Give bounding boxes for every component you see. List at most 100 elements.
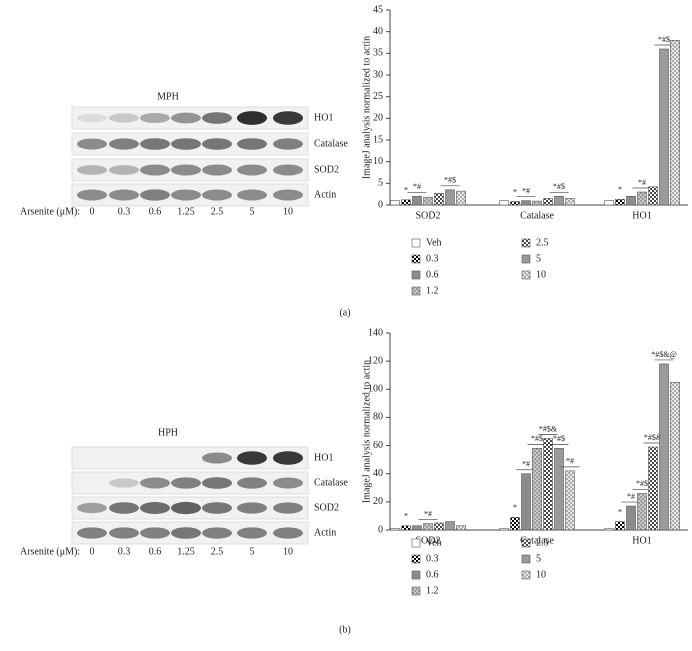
bar xyxy=(510,517,520,531)
blot-band xyxy=(202,189,232,201)
blot-band xyxy=(273,451,303,465)
lane-label: 1.25 xyxy=(177,546,195,557)
y-tick-label: 25 xyxy=(373,91,383,102)
panel-label: (b) xyxy=(339,624,351,635)
blot-band xyxy=(273,477,303,489)
lane-label: 0.3 xyxy=(118,546,131,557)
lane-label: 10 xyxy=(283,206,293,217)
blot-band xyxy=(109,502,139,514)
y-axis-label: ImageJ analysis normalized to actin xyxy=(361,360,372,503)
blot-band xyxy=(202,477,232,489)
legend-label: 0.3 xyxy=(426,553,439,564)
bar xyxy=(499,528,509,531)
significance-mark: * xyxy=(513,503,517,512)
bar xyxy=(615,521,625,531)
legend-swatch xyxy=(521,270,531,280)
y-tick-label: 20 xyxy=(373,496,383,507)
blot-band xyxy=(237,451,267,465)
blot-band xyxy=(202,112,232,124)
bar xyxy=(626,196,636,206)
bar xyxy=(637,191,647,206)
blot-band xyxy=(171,527,201,539)
y-axis-label: ImageJ analysis normalized to actin xyxy=(361,36,372,179)
lane-label: 2.5 xyxy=(211,546,224,557)
bar xyxy=(401,199,411,206)
blot-band xyxy=(140,138,170,150)
blot-band xyxy=(171,501,201,515)
blot-band xyxy=(77,502,107,514)
y-tick-label: 0 xyxy=(378,199,383,210)
legend-swatch xyxy=(411,538,421,548)
y-tick-label: 30 xyxy=(373,69,383,80)
bar xyxy=(390,528,400,531)
bar xyxy=(412,196,422,206)
x-tick-label: SOD2 xyxy=(415,535,440,546)
y-tick-label: 80 xyxy=(373,412,383,423)
legend-swatch xyxy=(411,238,421,248)
blot-band xyxy=(273,502,303,514)
blot-band xyxy=(140,527,170,539)
bar xyxy=(412,525,422,531)
protein-label: Actin xyxy=(314,527,336,538)
blot-band xyxy=(77,138,107,150)
x-tick-label: HO1 xyxy=(632,210,651,221)
legend-swatch xyxy=(521,254,531,264)
bar xyxy=(434,522,444,531)
lane-label: 5 xyxy=(250,546,255,557)
lane-label: 2.5 xyxy=(211,206,224,217)
blot-band xyxy=(140,477,170,489)
blot-band xyxy=(140,189,170,201)
blot-band xyxy=(273,189,303,201)
bar xyxy=(565,198,575,206)
blot-strip xyxy=(71,471,309,495)
significance-mark: *#$ xyxy=(553,434,565,443)
lane-label: 0 xyxy=(90,546,95,557)
legend-swatch xyxy=(411,286,421,296)
blot-band xyxy=(140,112,170,124)
legend-label: 5 xyxy=(536,253,541,264)
bar xyxy=(456,190,466,206)
protein-label: Actin xyxy=(314,189,336,200)
bar xyxy=(554,196,564,206)
bar xyxy=(604,528,614,531)
bar xyxy=(445,189,455,206)
legend-label: Veh xyxy=(426,537,442,548)
legend-label: 0.6 xyxy=(426,569,439,580)
blot-band xyxy=(109,189,139,201)
blot-band xyxy=(273,138,303,150)
y-tick-label: 100 xyxy=(368,384,383,395)
y-tick-label: 40 xyxy=(373,26,383,37)
significance-mark: * xyxy=(618,185,622,194)
legend-label: 10 xyxy=(536,269,546,280)
bar xyxy=(532,448,542,531)
protein-label: HO1 xyxy=(314,452,333,463)
legend-label: 10 xyxy=(536,569,546,580)
significance-mark: *# xyxy=(424,509,432,518)
protein-label: HO1 xyxy=(314,112,333,123)
blot-band xyxy=(77,165,107,175)
significance-mark: *# xyxy=(638,178,646,187)
blot-band xyxy=(171,477,201,489)
x-tick-label: SOD2 xyxy=(415,210,440,221)
blot-band xyxy=(109,478,139,488)
y-tick-label: 20 xyxy=(373,113,383,124)
bar xyxy=(565,470,575,531)
legend-swatch xyxy=(521,238,531,248)
lane-label-title: Arsenite (μM): xyxy=(20,206,80,217)
blot-strip xyxy=(71,158,309,182)
protein-label: Catalase xyxy=(314,477,348,488)
y-tick-label: 140 xyxy=(368,327,383,338)
legend-label: 0.6 xyxy=(426,269,439,280)
bar xyxy=(648,186,658,206)
panel-label: (a) xyxy=(339,307,350,318)
blot-band xyxy=(171,112,201,124)
bar xyxy=(521,473,531,531)
lane-label: 0.6 xyxy=(149,546,162,557)
lane-label: 5 xyxy=(250,206,255,217)
significance-mark: * xyxy=(404,186,408,195)
bar xyxy=(445,521,455,531)
legend-swatch xyxy=(521,570,531,580)
bar xyxy=(423,523,433,531)
legend-label: 0.3 xyxy=(426,253,439,264)
